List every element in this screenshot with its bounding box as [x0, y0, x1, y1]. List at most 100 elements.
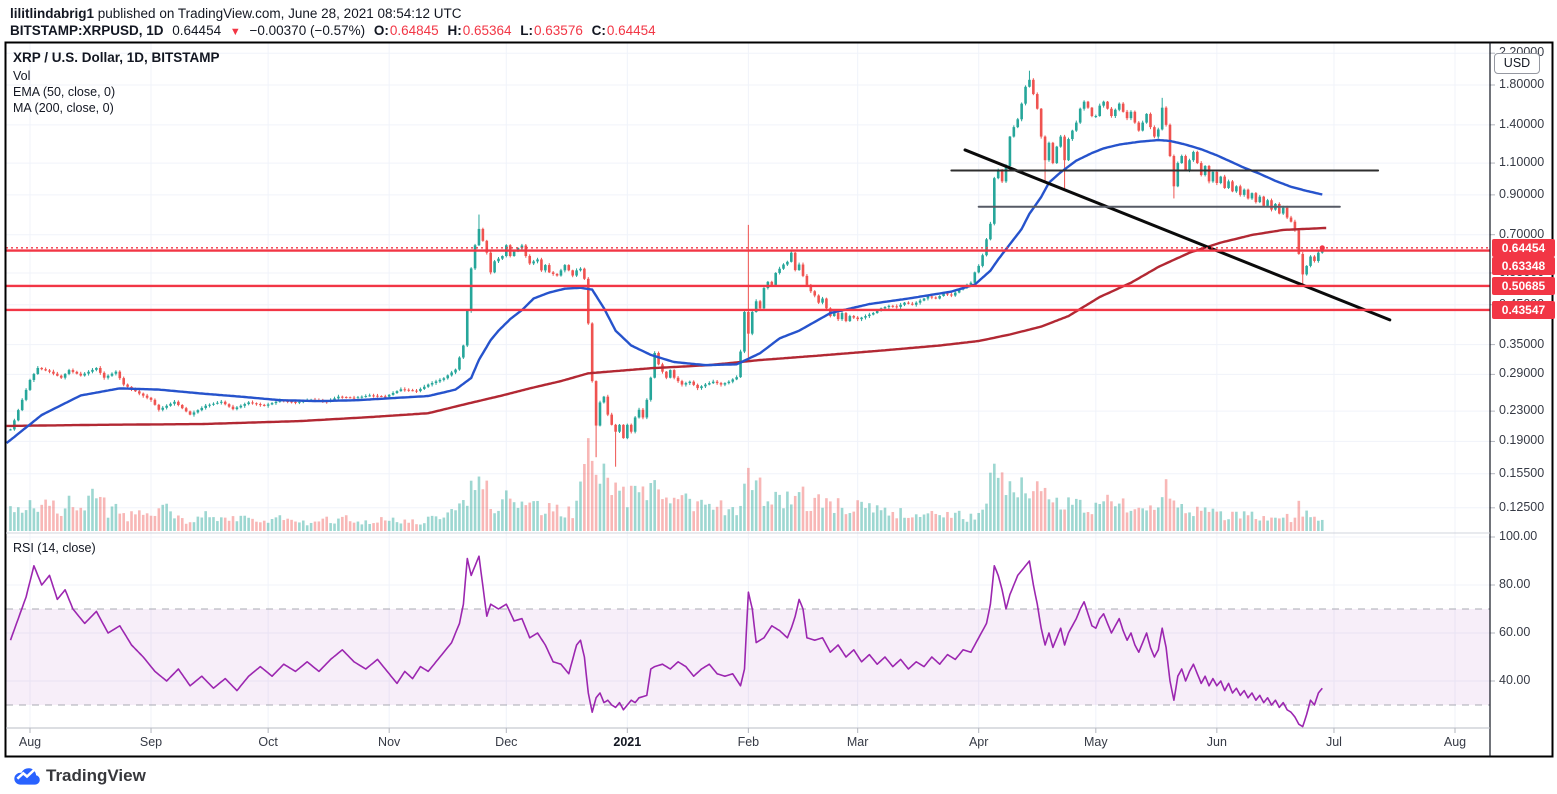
candle-body — [871, 313, 875, 315]
candle-body — [337, 396, 340, 399]
rsi-band-fill — [6, 609, 1490, 705]
volume-bar — [633, 485, 637, 531]
rsi-indicator-label[interactable]: RSI (14, close) — [13, 541, 96, 555]
volume-bar — [860, 501, 863, 531]
ema50-indicator-label[interactable]: EMA (50, close, 0) — [13, 85, 116, 99]
time-axis[interactable]: Aug Sep Oct Nov Dec 2021 Feb Mar Apr May Jun Jul Aug — [0, 729, 1490, 757]
tradingview-logo-icon[interactable] — [12, 763, 42, 789]
candle-body — [212, 403, 215, 405]
last-price: 0.64454 — [172, 23, 222, 38]
volume-bar — [770, 504, 774, 531]
candle-body — [1067, 139, 1070, 161]
volume-bar — [1231, 511, 1234, 531]
candle-body — [774, 272, 777, 285]
candle-body — [1238, 186, 1242, 195]
volume-bar — [337, 518, 340, 531]
volume-bar — [216, 521, 219, 531]
candle-body — [1192, 151, 1195, 161]
candle-body — [1297, 230, 1301, 254]
candle-body — [220, 401, 223, 403]
price-tick-label: 1.10000 — [1499, 155, 1545, 170]
volume-bar — [364, 520, 368, 531]
candle-body — [298, 401, 301, 403]
volume-bar — [376, 522, 379, 531]
candle-body — [1254, 193, 1258, 203]
candle-body — [1051, 142, 1055, 164]
volume-indicator-label[interactable]: Vol — [13, 69, 31, 83]
candle-body — [67, 370, 71, 374]
candle-body — [1059, 136, 1062, 147]
horizontal-price-levels — [6, 245, 1490, 312]
volume-bar — [676, 499, 680, 531]
volume-bar — [989, 472, 992, 531]
volume-bar — [348, 521, 352, 531]
volume-bar — [821, 507, 824, 531]
volume-bar — [1016, 497, 1020, 531]
volume-bar — [743, 483, 746, 531]
volume-bar — [571, 518, 574, 531]
volume-bar — [977, 512, 980, 531]
volume-bar — [1153, 509, 1156, 531]
volume-bar — [786, 491, 789, 531]
volume-bar — [1145, 510, 1148, 531]
candle-body — [586, 278, 590, 324]
open-label: O: — [373, 23, 389, 38]
volume-bar — [1180, 504, 1184, 531]
candle-body — [590, 323, 594, 382]
candle-body — [914, 302, 918, 305]
level-price-tag: 0.43547 — [1492, 301, 1555, 320]
candle-body — [196, 410, 200, 413]
volume-bar — [1270, 517, 1273, 531]
candle-body — [786, 261, 789, 265]
candle-body — [1055, 146, 1059, 164]
volume-bar — [1039, 491, 1043, 531]
candle-body — [754, 301, 758, 312]
candle-body — [462, 345, 465, 358]
candle-body — [1047, 142, 1051, 161]
volume-bar — [505, 490, 508, 531]
moving-averages — [5, 138, 1327, 445]
volume-bar — [67, 495, 71, 531]
candle-body — [126, 384, 129, 387]
candle-body — [934, 297, 938, 299]
volume-bar — [961, 519, 965, 531]
currency-unit-button[interactable]: USD — [1494, 53, 1540, 74]
price-tick-label: 0.15500 — [1499, 465, 1545, 480]
volume-bar — [981, 509, 984, 531]
ma200-indicator-label[interactable]: MA (200, close, 0) — [13, 101, 114, 115]
volume-bar — [153, 515, 157, 531]
candle-body — [610, 414, 614, 425]
volume-bar — [1274, 517, 1277, 531]
candle-body — [1266, 200, 1269, 206]
volume-bar — [1223, 520, 1226, 531]
volume-bar — [79, 507, 83, 531]
tradingview-wordmark[interactable]: TradingView — [46, 766, 146, 785]
candle-body — [626, 424, 629, 439]
price-axis[interactable]: 2.200001.800001.400001.100000.900000.700… — [1491, 0, 1557, 794]
main-pane-legend-title[interactable]: XRP / U.S. Dollar, 1D, BITSTAMP — [13, 50, 220, 65]
candle-body — [489, 252, 492, 273]
volume-bar — [329, 523, 332, 531]
candle-body — [1035, 94, 1039, 109]
candle-body — [173, 401, 176, 404]
candle-body — [364, 396, 368, 398]
volume-bar — [727, 509, 731, 531]
volume-bar — [805, 511, 809, 531]
volume-bar — [1078, 499, 1082, 531]
candle-body — [996, 170, 1000, 179]
candle-body — [649, 377, 653, 400]
volume-bar — [536, 500, 539, 531]
volume-bar — [1000, 472, 1004, 531]
volume-bar — [985, 503, 988, 531]
volume-bar — [223, 517, 227, 531]
volume-bar — [918, 516, 922, 531]
volume-bar — [657, 489, 660, 531]
volume-bar — [965, 521, 969, 531]
candle-body — [1032, 79, 1035, 95]
candle-body — [110, 373, 114, 376]
candle-body — [739, 351, 742, 378]
candle-body — [145, 395, 149, 398]
candle-body — [973, 272, 977, 283]
volume-bar — [993, 463, 996, 531]
